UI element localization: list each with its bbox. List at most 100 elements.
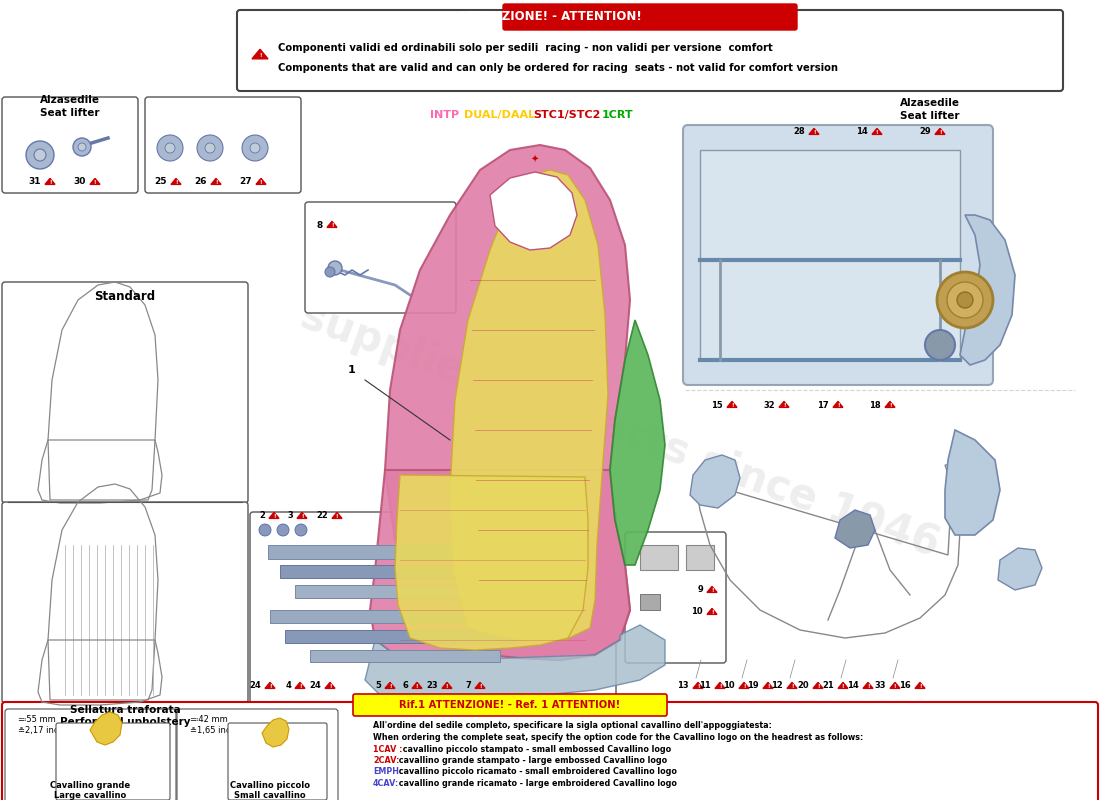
FancyBboxPatch shape	[145, 97, 301, 193]
Polygon shape	[739, 682, 749, 688]
Text: Standard: Standard	[95, 290, 155, 302]
Text: ≕55 mm: ≕55 mm	[18, 715, 56, 725]
Text: 20: 20	[798, 682, 808, 690]
Text: 22: 22	[317, 511, 328, 521]
Text: 3: 3	[287, 511, 293, 521]
Circle shape	[197, 135, 223, 161]
Text: 10: 10	[724, 682, 735, 690]
Text: !: !	[258, 53, 262, 58]
Circle shape	[295, 524, 307, 536]
Text: ≕42 mm: ≕42 mm	[190, 715, 228, 725]
Text: !: !	[767, 684, 769, 689]
Polygon shape	[324, 682, 336, 688]
Text: ≗1,65 inch: ≗1,65 inch	[190, 726, 235, 735]
Text: Large cavallino: Large cavallino	[54, 790, 126, 799]
Circle shape	[250, 143, 260, 153]
Text: cavallino grande ricamato - large embroidered Cavallino logo: cavallino grande ricamato - large embroi…	[396, 779, 676, 788]
Polygon shape	[385, 145, 630, 660]
Text: Components that are valid and can only be ordered for racing  seats - not valid : Components that are valid and can only b…	[278, 63, 838, 73]
Text: Seat lifter: Seat lifter	[41, 108, 100, 118]
Text: 31: 31	[29, 178, 41, 186]
Text: DUAL/DAAL: DUAL/DAAL	[464, 110, 535, 120]
Text: Alzasedile: Alzasedile	[40, 95, 100, 105]
Text: !: !	[336, 514, 339, 519]
Text: 17: 17	[817, 401, 829, 410]
Polygon shape	[813, 682, 823, 688]
Text: 14: 14	[847, 682, 859, 690]
Text: 10: 10	[692, 607, 703, 617]
Polygon shape	[332, 512, 342, 518]
Polygon shape	[90, 712, 122, 745]
Text: cavallino piccolo ricamato - small embroidered Cavallino logo: cavallino piccolo ricamato - small embro…	[396, 767, 676, 777]
Text: 6: 6	[403, 682, 408, 690]
Text: !: !	[791, 684, 793, 689]
Text: 1CAV :: 1CAV :	[373, 745, 403, 754]
FancyBboxPatch shape	[305, 202, 456, 313]
Circle shape	[242, 135, 268, 161]
FancyBboxPatch shape	[228, 723, 327, 800]
Text: ATTENZIONE! - ATTENTION!: ATTENZIONE! - ATTENTION!	[459, 10, 641, 23]
Polygon shape	[727, 402, 737, 407]
Text: !: !	[718, 684, 722, 689]
Polygon shape	[690, 455, 740, 508]
Text: When ordering the complete seat, specify the option code for the Cavallino logo : When ordering the complete seat, specify…	[373, 733, 864, 742]
Polygon shape	[707, 608, 717, 614]
Text: Alzasedile: Alzasedile	[900, 98, 960, 108]
Text: 14: 14	[856, 127, 868, 137]
Circle shape	[328, 261, 342, 275]
Polygon shape	[864, 682, 873, 688]
Text: Sellatura traforata: Sellatura traforata	[69, 705, 180, 715]
Polygon shape	[270, 512, 279, 518]
FancyBboxPatch shape	[2, 282, 248, 503]
Bar	[640, 545, 678, 570]
Circle shape	[324, 267, 336, 277]
FancyBboxPatch shape	[6, 709, 176, 800]
Text: 4: 4	[285, 682, 292, 690]
Text: !: !	[214, 180, 218, 185]
Polygon shape	[693, 682, 703, 688]
Circle shape	[205, 143, 214, 153]
Polygon shape	[833, 402, 843, 407]
Polygon shape	[886, 402, 895, 407]
Polygon shape	[998, 548, 1042, 590]
Text: !: !	[816, 684, 820, 689]
Text: 2: 2	[260, 511, 265, 521]
Polygon shape	[211, 178, 221, 184]
Text: 11: 11	[700, 682, 711, 690]
FancyBboxPatch shape	[625, 532, 726, 663]
Text: 24: 24	[309, 682, 321, 690]
Polygon shape	[786, 682, 798, 688]
Text: !: !	[299, 684, 301, 689]
Text: !: !	[842, 684, 845, 689]
Polygon shape	[385, 682, 395, 688]
FancyBboxPatch shape	[56, 723, 170, 800]
Bar	[295, 585, 535, 598]
Polygon shape	[45, 178, 55, 184]
Text: 1: 1	[348, 365, 356, 375]
Text: !: !	[268, 684, 272, 689]
Text: 26: 26	[195, 178, 207, 186]
Text: !: !	[416, 684, 418, 689]
Text: 25: 25	[154, 178, 167, 186]
Text: 13: 13	[678, 682, 689, 690]
Polygon shape	[442, 682, 452, 688]
Polygon shape	[838, 682, 848, 688]
Polygon shape	[297, 512, 307, 518]
Text: 33: 33	[874, 682, 886, 690]
FancyBboxPatch shape	[353, 694, 667, 716]
Polygon shape	[252, 50, 268, 59]
Text: !: !	[893, 684, 896, 689]
Polygon shape	[295, 682, 305, 688]
Text: 1CRT: 1CRT	[602, 110, 634, 120]
Text: 18: 18	[869, 401, 881, 410]
Text: 9: 9	[697, 586, 703, 594]
Text: EMPH:: EMPH:	[373, 767, 403, 777]
Text: All'ordine del sedile completo, specificare la sigla optional cavallino dell'app: All'ordine del sedile completo, specific…	[373, 722, 772, 730]
Text: 19: 19	[747, 682, 759, 690]
Circle shape	[277, 524, 289, 536]
Text: !: !	[889, 403, 891, 408]
Polygon shape	[262, 718, 289, 747]
Bar	[285, 630, 515, 643]
Text: Componenti validi ed ordinabili solo per sedili  racing - non validi per version: Componenti validi ed ordinabili solo per…	[278, 43, 772, 53]
Polygon shape	[945, 430, 1000, 535]
